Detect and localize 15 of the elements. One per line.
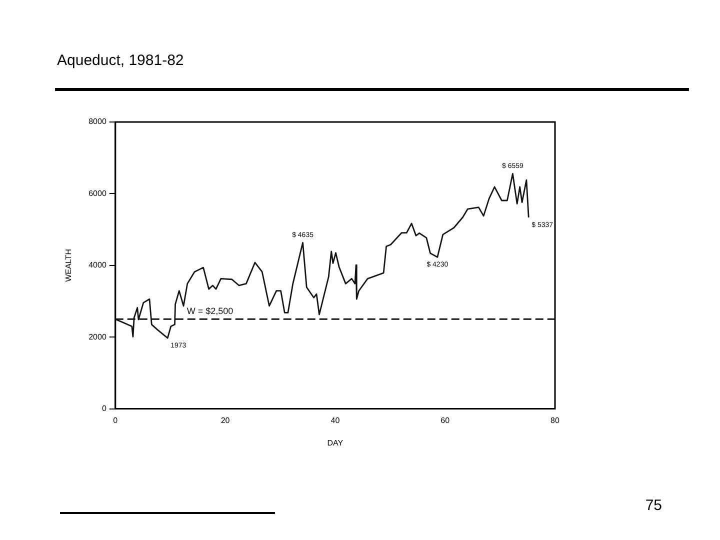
x-tick-label: 60 bbox=[440, 416, 450, 425]
ref-line-label: W = $2,500 bbox=[186, 306, 234, 316]
y-axis-title: WEALTH bbox=[64, 248, 74, 282]
x-tick-label: 20 bbox=[220, 416, 230, 425]
y-tick-label: 0 bbox=[102, 404, 107, 414]
y-tick-label: 6000 bbox=[88, 188, 107, 198]
y-tick-label: 2000 bbox=[88, 332, 107, 342]
y-tick-label: 8000 bbox=[88, 117, 107, 126]
x-tick-label: 80 bbox=[550, 416, 560, 425]
x-axis-title: DAY bbox=[327, 438, 344, 448]
y-tick-label: 4000 bbox=[88, 260, 107, 270]
chart-title: Aqueduct, 1981-82 bbox=[57, 52, 184, 69]
text: 75 bbox=[645, 497, 662, 514]
x-tick-label: 40 bbox=[330, 416, 340, 425]
x-tick-label: 0 bbox=[113, 416, 118, 425]
